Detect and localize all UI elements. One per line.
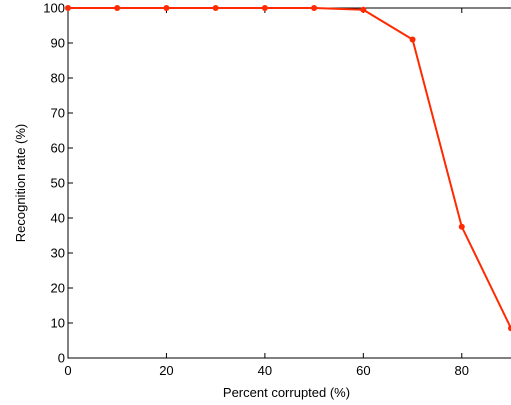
data-point bbox=[163, 5, 170, 11]
data-point bbox=[261, 5, 268, 11]
y-tick-label: 10 bbox=[51, 316, 65, 331]
data-point bbox=[65, 5, 71, 11]
data-point bbox=[360, 6, 367, 13]
y-tick-label: 0 bbox=[58, 351, 65, 366]
data-point bbox=[409, 36, 416, 43]
y-tick-label: 20 bbox=[51, 281, 65, 296]
y-tick-label: 100 bbox=[43, 1, 65, 16]
series-layer bbox=[65, 5, 511, 332]
y-tick-label: 40 bbox=[51, 211, 65, 226]
x-tick-label: 80 bbox=[455, 363, 469, 378]
data-point bbox=[508, 325, 511, 332]
x-tick-label: 40 bbox=[258, 363, 272, 378]
y-tick-label: 50 bbox=[51, 176, 65, 191]
data-point bbox=[212, 5, 219, 11]
y-tick-label: 90 bbox=[51, 36, 65, 51]
y-tick-label: 60 bbox=[51, 141, 65, 156]
y-axis-label: Recognition rate (%) bbox=[13, 124, 28, 243]
y-tick-label: 80 bbox=[51, 71, 65, 86]
x-axis-label: Percent corrupted (%) bbox=[223, 385, 350, 400]
series-line bbox=[68, 7, 511, 329]
data-point bbox=[311, 5, 318, 11]
y-axis: 0 10 20 30 40 50 60 70 80 90 100 bbox=[43, 1, 73, 366]
y-tick-label: 70 bbox=[51, 106, 65, 121]
plot-area: 0 20 40 60 80 0 10 20 30 40 50 60 70 80 90 100 bbox=[43, 1, 511, 378]
x-axis: 0 20 40 60 80 bbox=[64, 8, 469, 378]
x-tick-label: 0 bbox=[64, 363, 71, 378]
plot-frame bbox=[67, 7, 511, 359]
data-point bbox=[114, 5, 121, 11]
y-tick-label: 30 bbox=[51, 246, 65, 261]
data-point bbox=[458, 223, 465, 230]
x-tick-label: 20 bbox=[159, 363, 173, 378]
x-tick-label: 60 bbox=[356, 363, 370, 378]
